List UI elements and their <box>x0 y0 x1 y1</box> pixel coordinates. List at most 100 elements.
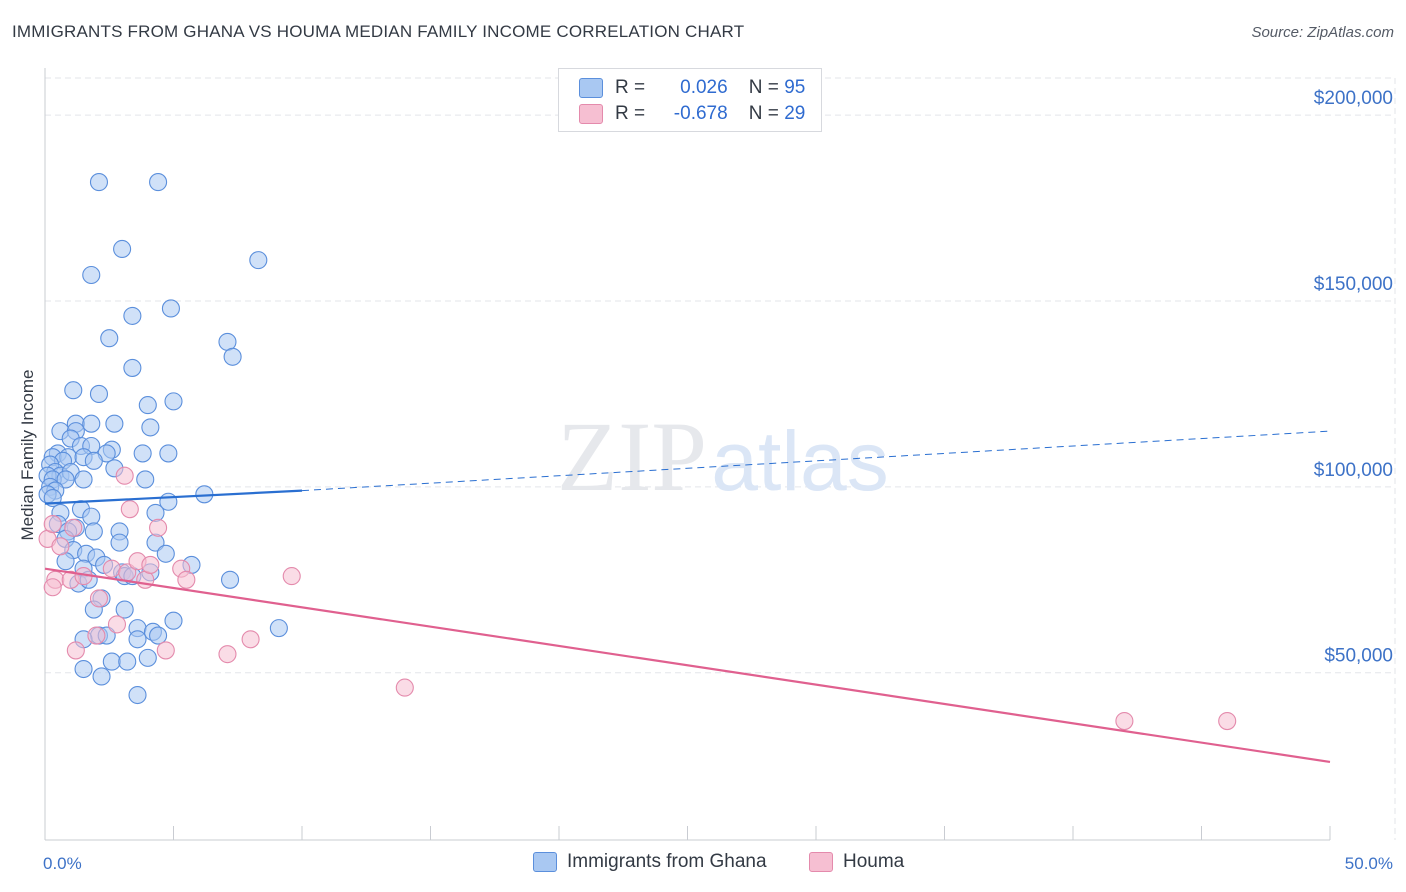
houma-point <box>107 615 127 634</box>
ghana-point <box>64 381 83 400</box>
ghana-point <box>149 173 168 192</box>
ghana-point <box>138 648 157 667</box>
ghana-point <box>220 570 240 589</box>
houma-point <box>241 630 260 649</box>
y-tick-label: $100,000 <box>1314 460 1393 481</box>
ghana-point <box>74 470 93 489</box>
ghana-point <box>105 414 124 433</box>
ghana-point <box>82 265 101 285</box>
ghana-point <box>128 630 147 649</box>
ghana-point <box>82 507 101 526</box>
ghana-point <box>89 173 109 192</box>
houma-point <box>282 567 301 586</box>
houma-point <box>89 589 109 608</box>
houma-point <box>156 641 175 660</box>
series-legend: Immigrants from Ghana Houma <box>0 851 1406 879</box>
ghana-point <box>223 347 242 366</box>
houma-point <box>120 500 139 519</box>
legend-n-label: N = <box>748 77 779 98</box>
houma-point <box>64 518 83 537</box>
ghana-point <box>128 685 147 705</box>
ghana-point <box>164 611 183 630</box>
houma-point <box>218 645 237 664</box>
ghana-point <box>92 667 111 686</box>
houma-point <box>1218 712 1237 731</box>
legend-label-houma: Houma <box>843 851 905 872</box>
ghana-point <box>102 652 121 671</box>
ghana-points <box>38 173 288 705</box>
watermark: ZIP atlas <box>557 401 889 512</box>
watermark-zip: ZIP <box>557 401 707 512</box>
ghana-point <box>84 451 103 470</box>
ghana-point <box>164 392 183 411</box>
houma-point <box>102 559 121 578</box>
y-tick-label: $200,000 <box>1314 88 1393 109</box>
trendlines <box>44 430 1331 764</box>
ghana-point <box>110 533 129 552</box>
houma-point <box>177 570 196 589</box>
ghana-trendline <box>44 489 303 505</box>
ghana-point <box>89 384 109 404</box>
ghana-point <box>269 619 288 638</box>
legend-row-ghana: R = 0.026 N = 95 <box>579 76 805 100</box>
ghana-point <box>115 600 134 619</box>
houma-swatch <box>809 852 833 872</box>
legend-r-label: R = <box>615 103 646 124</box>
ghana-point <box>84 522 103 541</box>
ghana-point <box>161 299 180 318</box>
gridlines <box>45 77 1396 840</box>
y-tick-label: $150,000 <box>1314 274 1393 295</box>
ghana-point <box>133 444 152 463</box>
chart-title: IMMIGRANTS FROM GHANA VS HOUMA MEDIAN FA… <box>12 22 745 41</box>
ghana-point <box>149 626 168 645</box>
houma-points <box>38 466 1237 731</box>
houma-point <box>66 641 85 660</box>
ghana-point <box>56 470 75 489</box>
legend-n-value: 29 <box>784 103 806 124</box>
ghana-point <box>82 414 101 433</box>
legend-r-label: R = <box>615 77 646 98</box>
watermark-atlas: atlas <box>711 414 888 508</box>
ghana-point <box>123 306 142 325</box>
x-tick-label: 0.0% <box>43 854 82 873</box>
ghana-point <box>249 251 268 270</box>
legend-label-ghana: Immigrants from Ghana <box>567 851 767 872</box>
ghana-trendline-dashed <box>301 430 1331 492</box>
houma-point <box>87 626 106 645</box>
ghana-point <box>113 239 132 259</box>
ghana-point <box>123 358 142 377</box>
houma-point <box>115 466 134 485</box>
ghana-point <box>118 652 137 671</box>
legend-item-houma: Houma <box>809 851 904 873</box>
ghana-point <box>74 659 93 679</box>
ghana-point <box>136 470 155 489</box>
ghana-point <box>141 418 160 437</box>
houma-point <box>141 555 160 574</box>
houma-point <box>1115 712 1134 731</box>
x-tick-label: 50.0% <box>1345 854 1393 873</box>
houma-point <box>51 537 70 556</box>
tick-labels: $50,000 $100,000 $150,000 $200,000 0.0% 50.0% <box>43 88 1393 873</box>
correlation-legend: R = 0.026 N = 95 R = -0.678 N = 29 <box>558 68 822 132</box>
legend-r-value: -0.678 <box>673 103 728 124</box>
houma-swatch <box>579 104 603 124</box>
legend-n-value: 95 <box>784 77 806 98</box>
source-label: Source: ZipAtlas.com <box>1251 24 1394 41</box>
ghana-point <box>156 544 175 563</box>
houma-point <box>149 518 168 537</box>
houma-trendline <box>44 567 1331 764</box>
ghana-point <box>138 396 157 415</box>
legend-item-ghana: Immigrants from Ghana <box>533 851 767 873</box>
legend-row-houma: R = -0.678 N = 29 <box>579 102 805 126</box>
houma-point <box>395 678 414 697</box>
ghana-swatch <box>579 78 603 98</box>
ghana-point <box>100 329 119 348</box>
ghana-point <box>159 444 178 463</box>
houma-point <box>43 514 62 534</box>
legend-n-label: N = <box>748 103 779 124</box>
y-tick-label: $50,000 <box>1324 646 1393 667</box>
ghana-point <box>146 503 165 522</box>
y-axis-label: Median Family Income <box>18 369 37 540</box>
houma-point <box>43 578 62 597</box>
